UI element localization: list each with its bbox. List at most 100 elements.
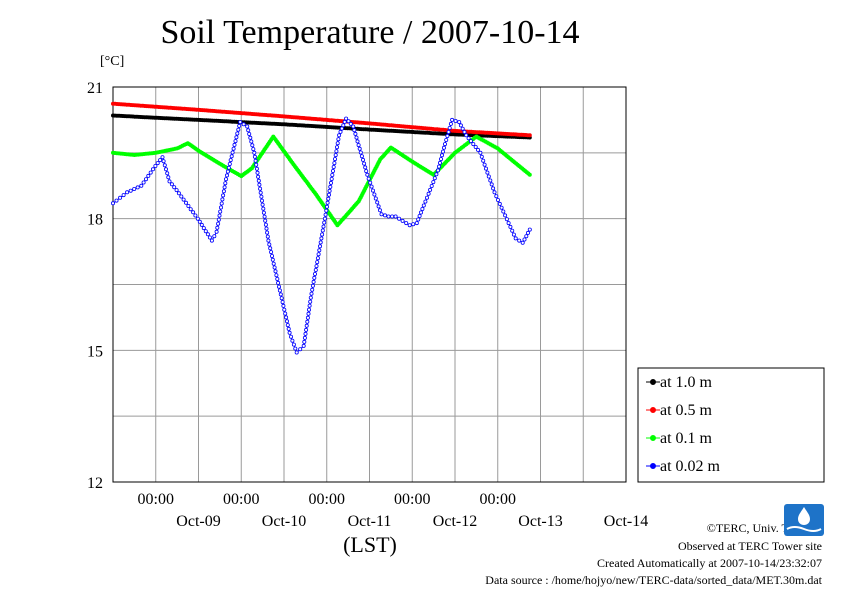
x-tick-time-label: 00:00 [223,491,259,508]
data-point [423,199,428,204]
data-point [418,210,423,215]
data-point [172,185,177,190]
data-point [421,203,426,208]
data-point [526,230,531,235]
data-point [212,234,217,239]
data-point [315,256,320,261]
data-point [223,177,228,182]
data-point [258,186,263,191]
y-tick-label: 15 [87,343,103,360]
data-point [228,158,233,163]
data-point [245,124,250,129]
data-point [118,195,123,200]
data-point [135,185,140,190]
data-point [312,271,317,276]
data-point [310,287,315,292]
data-point [440,149,445,154]
data-point [482,162,487,167]
data-point [491,186,496,191]
x-tick-date-label: Oct-11 [348,513,392,530]
data-point [306,307,311,312]
data-point [329,176,334,181]
data-point [478,150,483,155]
data-point [249,139,254,144]
data-point [363,165,368,170]
data-point [259,194,264,199]
data-point [358,150,363,155]
data-point [121,193,126,198]
data-point [333,153,338,158]
data-point [377,208,382,213]
data-point [489,182,494,187]
data-point [359,154,364,159]
data-point [481,158,486,163]
data-point [351,124,356,129]
x-tick-date-label: Oct-10 [262,513,306,530]
data-point [429,183,434,188]
data-point [527,133,532,138]
data-point [354,135,359,140]
data-point [254,166,259,171]
data-point [416,217,421,222]
data-point [365,172,370,177]
data-point [348,121,353,126]
data-point [306,311,311,316]
data-point [334,145,339,150]
data-point [304,327,309,332]
data-point [250,143,255,148]
data-point [464,133,469,138]
data-point [327,188,332,193]
data-point [294,350,299,355]
data-point [335,141,340,146]
data-point [330,168,335,173]
data-point [125,190,130,195]
data-point [248,135,253,140]
data-point [364,169,369,174]
data-point [520,240,525,245]
data-point [527,172,532,177]
data-point [302,339,307,344]
data-point [222,185,227,190]
data-point [506,221,511,226]
data-point [284,319,289,324]
data-point [217,213,222,218]
data-point [386,214,391,219]
data-point [328,180,333,185]
legend-swatch-marker [650,379,656,385]
data-point [510,228,515,233]
data-point [247,131,252,136]
x-tick-date-label: Oct-09 [176,513,220,530]
data-point [322,220,327,225]
data-point [439,153,444,158]
data-point [308,295,313,300]
y-tick-label: 18 [87,212,103,229]
data-point [527,227,532,232]
data-point [220,197,225,202]
data-point [375,200,380,205]
data-point [183,200,188,205]
data-point [273,269,278,274]
data-point [457,120,462,125]
data-point [272,265,277,270]
data-point [411,222,416,227]
x-tick-date-label: Oct-14 [604,513,648,530]
data-point [281,303,286,308]
data-point [191,210,196,215]
series-at-0-1-m [111,134,532,228]
data-point [232,142,237,147]
data-point [313,267,318,272]
legend-label: at 0.02 m [660,458,721,475]
data-point [286,326,291,331]
data-point [287,330,292,335]
data-point [475,147,480,152]
data-point [497,201,502,206]
data-point [139,183,144,188]
data-point [368,180,373,185]
data-point [181,197,186,202]
data-point [376,204,381,209]
data-point [522,237,527,242]
data-point [317,244,322,249]
data-point [283,311,288,316]
data-point [393,214,398,219]
